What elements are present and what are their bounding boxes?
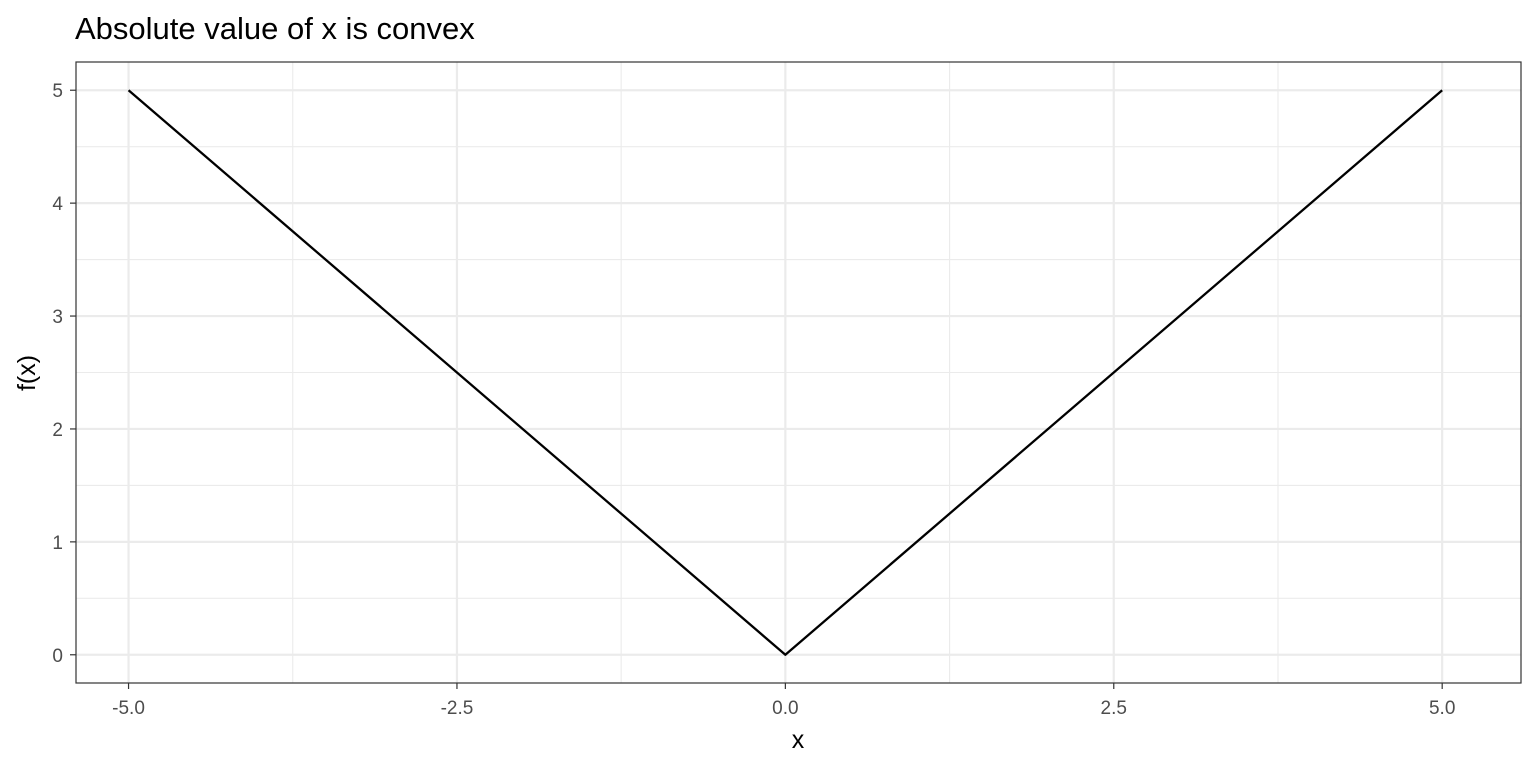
chart-title: Absolute value of x is convex xyxy=(75,11,475,46)
plot-panel-border xyxy=(75,61,1522,684)
y-tick-label: 2 xyxy=(52,420,63,441)
x-tick-label: 2.5 xyxy=(1101,698,1127,719)
y-axis: 0 1 2 3 4 5 xyxy=(52,81,76,667)
y-tick-label: 5 xyxy=(52,81,63,102)
series-line xyxy=(127,89,1443,656)
y-tick-label: 4 xyxy=(52,194,63,215)
x-axis-title: x xyxy=(792,726,805,754)
x-tick-label: -2.5 xyxy=(441,698,474,719)
y-axis-title: f(x) xyxy=(13,355,41,391)
x-tick-label: 0.0 xyxy=(772,698,798,719)
y-tick-label: 3 xyxy=(52,307,63,328)
x-tick-label: -5.0 xyxy=(112,698,145,719)
minor-gridlines xyxy=(76,62,1521,683)
x-axis: -5.0 -2.5 0.0 2.5 5.0 xyxy=(112,683,1455,719)
series-layer xyxy=(127,89,1443,656)
y-tick-label: 1 xyxy=(52,533,63,554)
y-tick-label: 0 xyxy=(52,646,63,667)
x-tick-label: 5.0 xyxy=(1429,698,1455,719)
